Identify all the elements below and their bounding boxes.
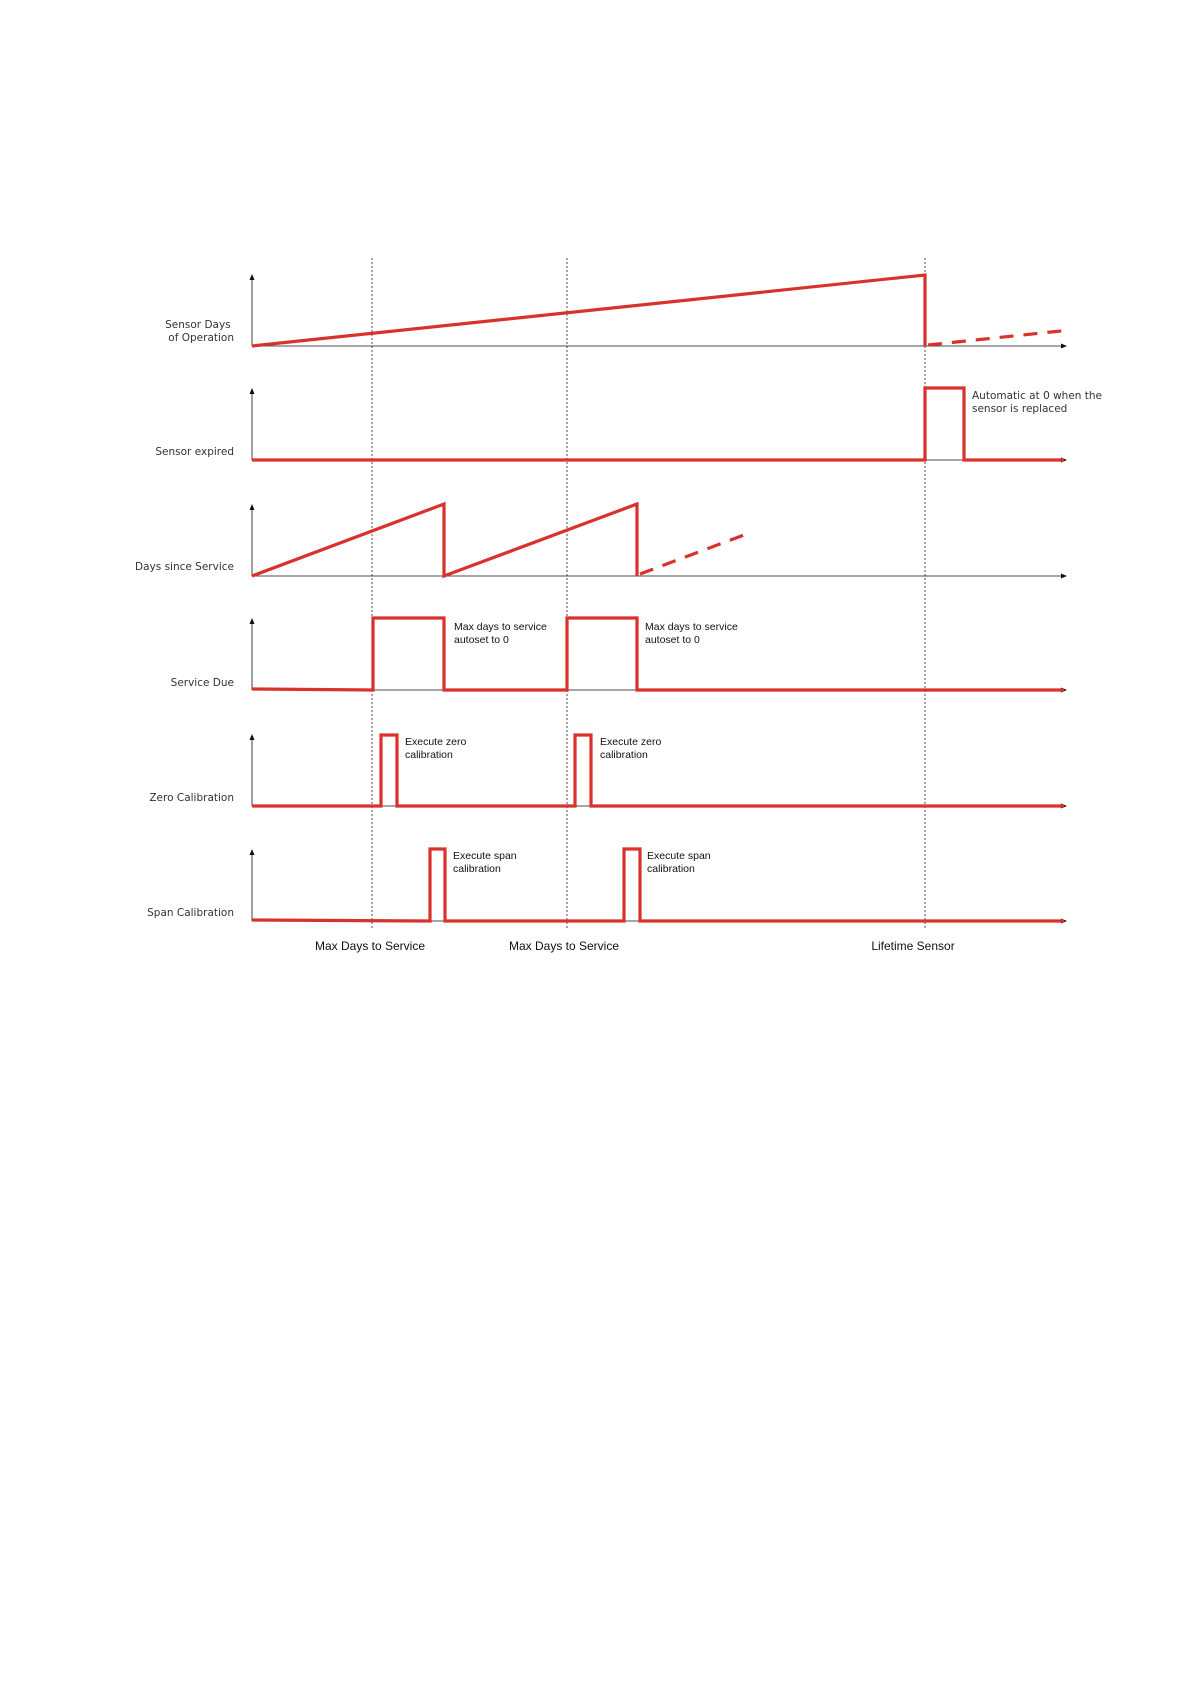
row-label-span-calibration: Span Calibration (147, 907, 234, 919)
x-axis-arrow-sensor-days (1061, 343, 1067, 349)
signal-days-since-service-continued (639, 530, 753, 576)
y-axis-arrow-days-since-service (249, 504, 255, 510)
marker-label-max-days-1: Max Days to Service (315, 939, 425, 953)
signal-span-calibration (251, 847, 1064, 923)
row-label-sensor-expired: Sensor expired (155, 446, 234, 458)
annotation-zero-cal-2: Execute zero calibration (600, 736, 664, 761)
row-zero-calibration: Zero Calibration Execute zero calibratio… (149, 733, 1067, 809)
signal-zero-calibration (252, 733, 1064, 808)
x-axis-arrow-days-since-service (1061, 573, 1067, 579)
row-sensor-expired: Sensor expired Automatic at 0 when the s… (155, 386, 1105, 463)
annotation-service-autoset-1: Max days to service autoset to 0 (454, 621, 550, 646)
annotation-service-autoset-2: Max days to service autoset to 0 (645, 621, 741, 646)
signal-sensor-days (251, 273, 927, 348)
y-axis-arrow-sensor-days (249, 274, 255, 280)
row-label-sensor-days: Sensor Days of Operation (165, 319, 234, 344)
signal-sensor-days-continued (927, 328, 1071, 347)
marker-label-max-days-2: Max Days to Service (509, 939, 619, 953)
marker-label-lifetime: Lifetime Sensor (871, 939, 954, 953)
row-sensor-days: Sensor Days of Operation (165, 273, 1071, 349)
row-label-service-due: Service Due (171, 677, 234, 689)
y-axis-arrow-sensor-expired (249, 388, 255, 394)
annotation-span-cal-2: Execute span calibration (647, 850, 714, 875)
annotation-span-cal-1: Execute span calibration (453, 850, 520, 875)
row-service-due: Service Due Max days to service autoset … (171, 616, 1067, 693)
signal-sensor-expired (252, 386, 1064, 462)
y-axis-arrow-span-calibration (249, 849, 255, 855)
y-axis-arrow-zero-calibration (249, 734, 255, 740)
annotation-sensor-replaced: Automatic at 0 when the sensor is replac… (972, 390, 1105, 415)
row-label-zero-calibration: Zero Calibration (149, 792, 234, 804)
y-axis-arrow-service-due (249, 618, 255, 624)
signal-service-due (251, 616, 1064, 692)
annotation-zero-cal-1: Execute zero calibration (405, 736, 469, 761)
row-span-calibration: Span Calibration Execute span calibratio… (147, 847, 1067, 924)
signal-days-since-service (251, 501, 639, 579)
row-label-days-since-service: Days since Service (135, 561, 234, 573)
row-days-since-service: Days since Service (135, 501, 1067, 579)
